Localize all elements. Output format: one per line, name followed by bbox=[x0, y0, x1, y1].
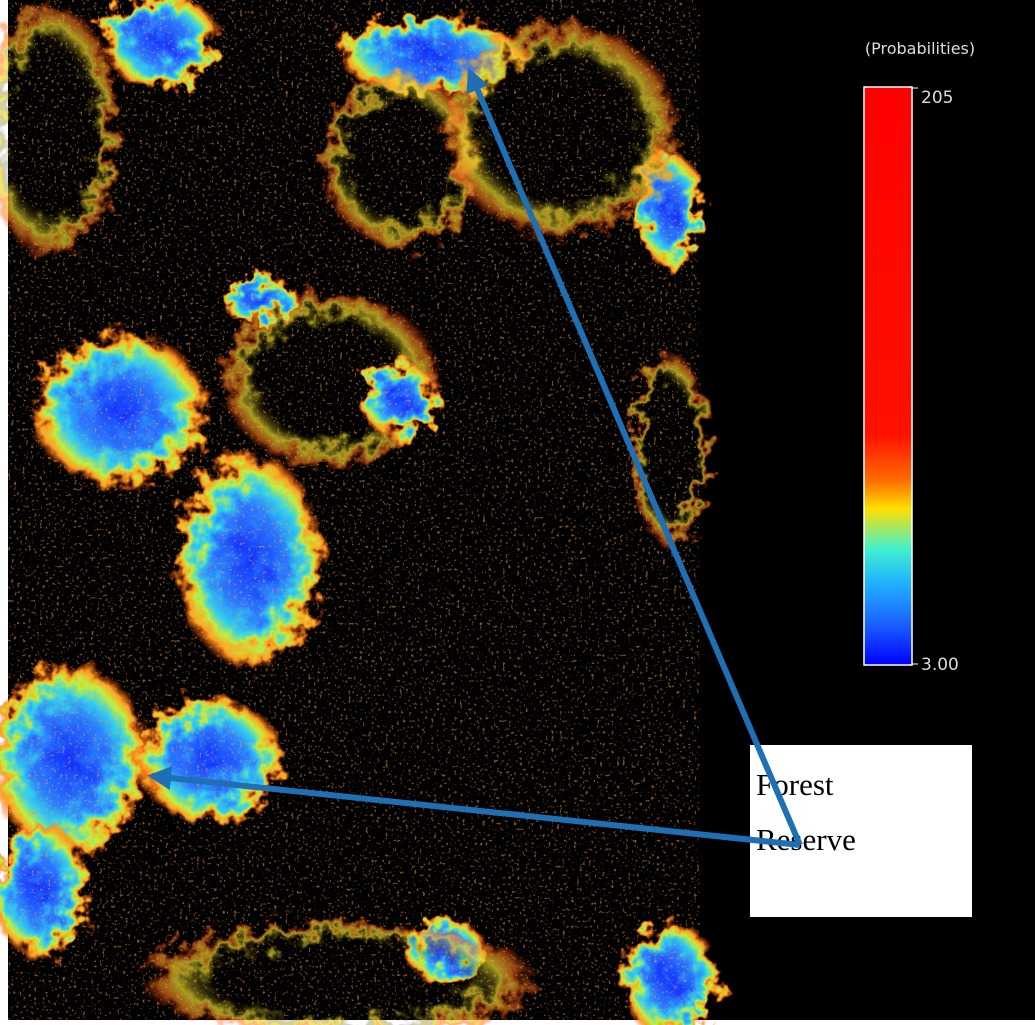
speckle-noise bbox=[8, 0, 700, 1020]
color-scale bbox=[864, 87, 912, 665]
map-view: (Probabilities) 205 3.00 Forest Reserve bbox=[0, 0, 1035, 1025]
legend-title: (Probabilities) bbox=[865, 39, 975, 58]
scale-min-label: 3.00 bbox=[921, 655, 959, 675]
scale-max-label: 205 bbox=[921, 88, 953, 108]
